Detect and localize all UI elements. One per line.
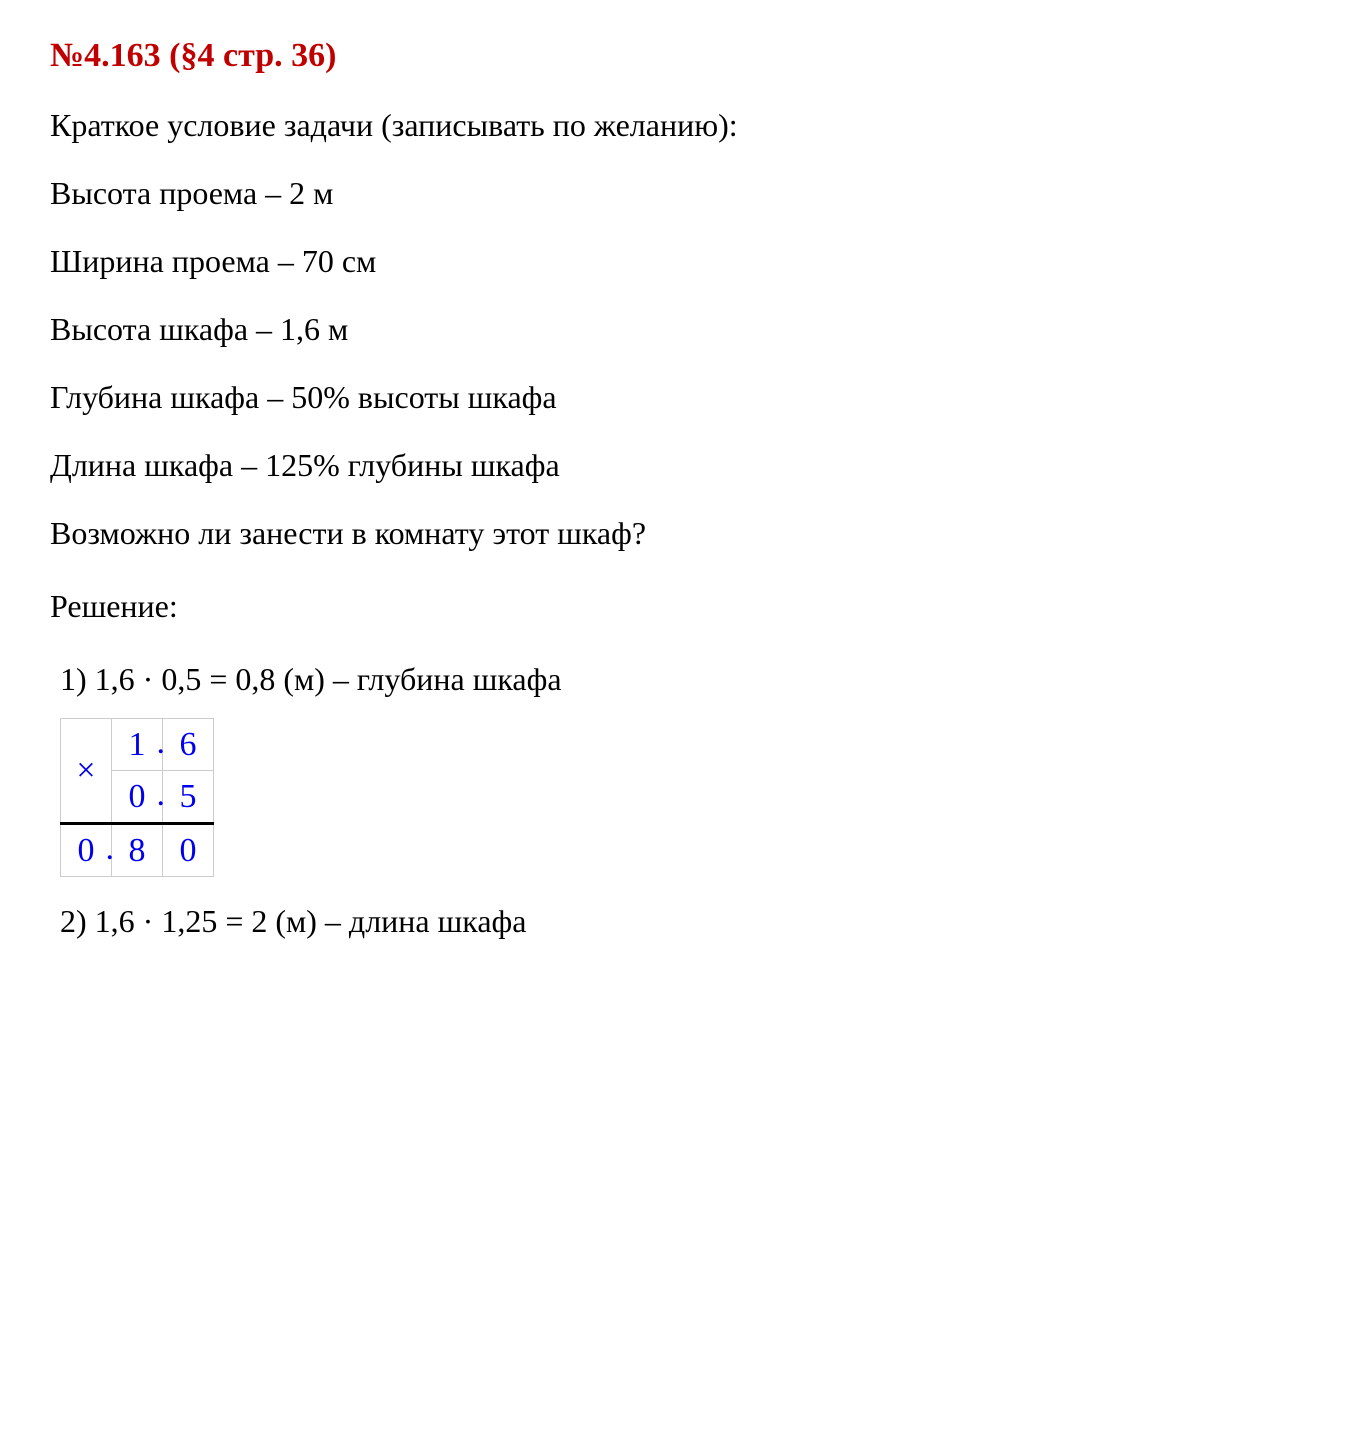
solution-label: Решение: xyxy=(50,582,1342,630)
condition-line: Возможно ли занести в комнату этот шкаф? xyxy=(50,509,1342,557)
table-cell: 5 xyxy=(163,771,214,824)
table-row: 0. 8 0 xyxy=(61,824,214,877)
multiplication-table: × 1. 6 0. 5 0. 8 0 xyxy=(60,718,214,877)
condition-line: Длина шкафа – 125% глубины шкафа xyxy=(50,441,1342,489)
table-cell: 0 xyxy=(163,824,214,877)
table-cell: × xyxy=(61,719,112,824)
table-cell: 6 xyxy=(163,719,214,771)
problem-heading: №4.163 (§4 стр. 36) xyxy=(50,30,1342,81)
table-row: × 1. 6 xyxy=(61,719,214,771)
solution-step: 1) 1,6 · 0,5 = 0,8 (м) – глубина шкафа xyxy=(60,655,1342,703)
condition-line: Глубина шкафа – 50% высоты шкафа xyxy=(50,373,1342,421)
table-cell: 8 xyxy=(112,824,163,877)
table-cell: 0. xyxy=(61,824,112,877)
table-cell: 1. xyxy=(112,719,163,771)
intro-text: Краткое условие задачи (записывать по же… xyxy=(50,101,1342,149)
table-cell: 0. xyxy=(112,771,163,824)
condition-line: Высота проема – 2 м xyxy=(50,169,1342,217)
condition-line: Высота шкафа – 1,6 м xyxy=(50,305,1342,353)
condition-line: Ширина проема – 70 см xyxy=(50,237,1342,285)
mult-operator: × xyxy=(76,752,95,789)
solution-step: 2) 1,6 · 1,25 = 2 (м) – длина шкафа xyxy=(60,897,1342,945)
